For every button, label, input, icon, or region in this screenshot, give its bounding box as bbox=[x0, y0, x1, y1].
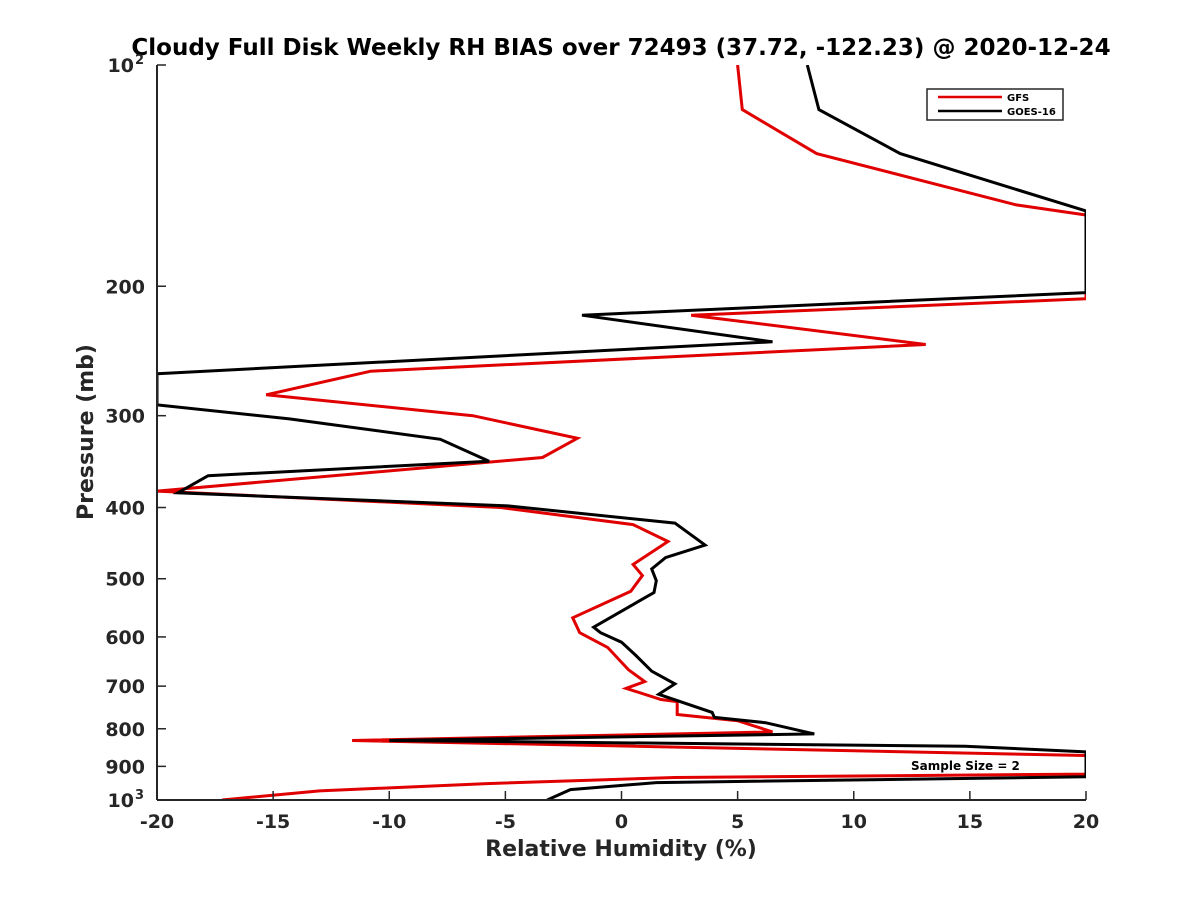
chart-title: Cloudy Full Disk Weekly RH BIAS over 724… bbox=[131, 35, 1110, 61]
y-tick-label: 400 bbox=[105, 498, 145, 520]
sample-size-annotation: Sample Size = 2 bbox=[911, 759, 1020, 773]
legend-label-goes16: GOES-16 bbox=[1007, 107, 1056, 118]
x-tick-label: -5 bbox=[495, 811, 516, 833]
y-tick-exponent: 3 bbox=[135, 788, 144, 803]
y-axis-label: Pressure (mb) bbox=[74, 344, 99, 520]
x-tick-label: -20 bbox=[140, 811, 174, 833]
y-tick-label: 700 bbox=[105, 676, 145, 698]
x-tick-label: 10 bbox=[841, 811, 867, 833]
x-tick-label: 15 bbox=[957, 811, 983, 833]
series-line-gfs bbox=[157, 65, 1086, 800]
x-tick-label: -15 bbox=[256, 811, 290, 833]
y-tick-label: 10 bbox=[108, 55, 134, 77]
series-layer bbox=[157, 65, 1086, 800]
y-tick-label: 300 bbox=[105, 406, 145, 428]
x-ticks: -20 -15 -10 -5 0 5 10 15 20 bbox=[140, 791, 1099, 833]
y-tick-label: 200 bbox=[105, 276, 145, 298]
x-tick-label: -10 bbox=[372, 811, 406, 833]
y-tick-label: 600 bbox=[105, 627, 145, 649]
x-tick-label: 5 bbox=[731, 811, 744, 833]
legend-label-gfs: GFS bbox=[1007, 93, 1029, 104]
y-tick-exponent: 2 bbox=[135, 53, 144, 68]
x-tick-label: 20 bbox=[1073, 811, 1099, 833]
x-tick-label: 0 bbox=[615, 811, 628, 833]
legend-box bbox=[926, 88, 1064, 121]
x-axis-label: Relative Humidity (%) bbox=[485, 837, 757, 862]
y-tick-label: 10 bbox=[108, 790, 134, 812]
legend: GFS GOES-16 bbox=[926, 88, 1064, 121]
series-line-goes16 bbox=[157, 65, 1086, 800]
y-tick-label: 800 bbox=[105, 719, 145, 741]
y-tick-label: 900 bbox=[105, 756, 145, 778]
y-tick-label: 500 bbox=[105, 569, 145, 591]
